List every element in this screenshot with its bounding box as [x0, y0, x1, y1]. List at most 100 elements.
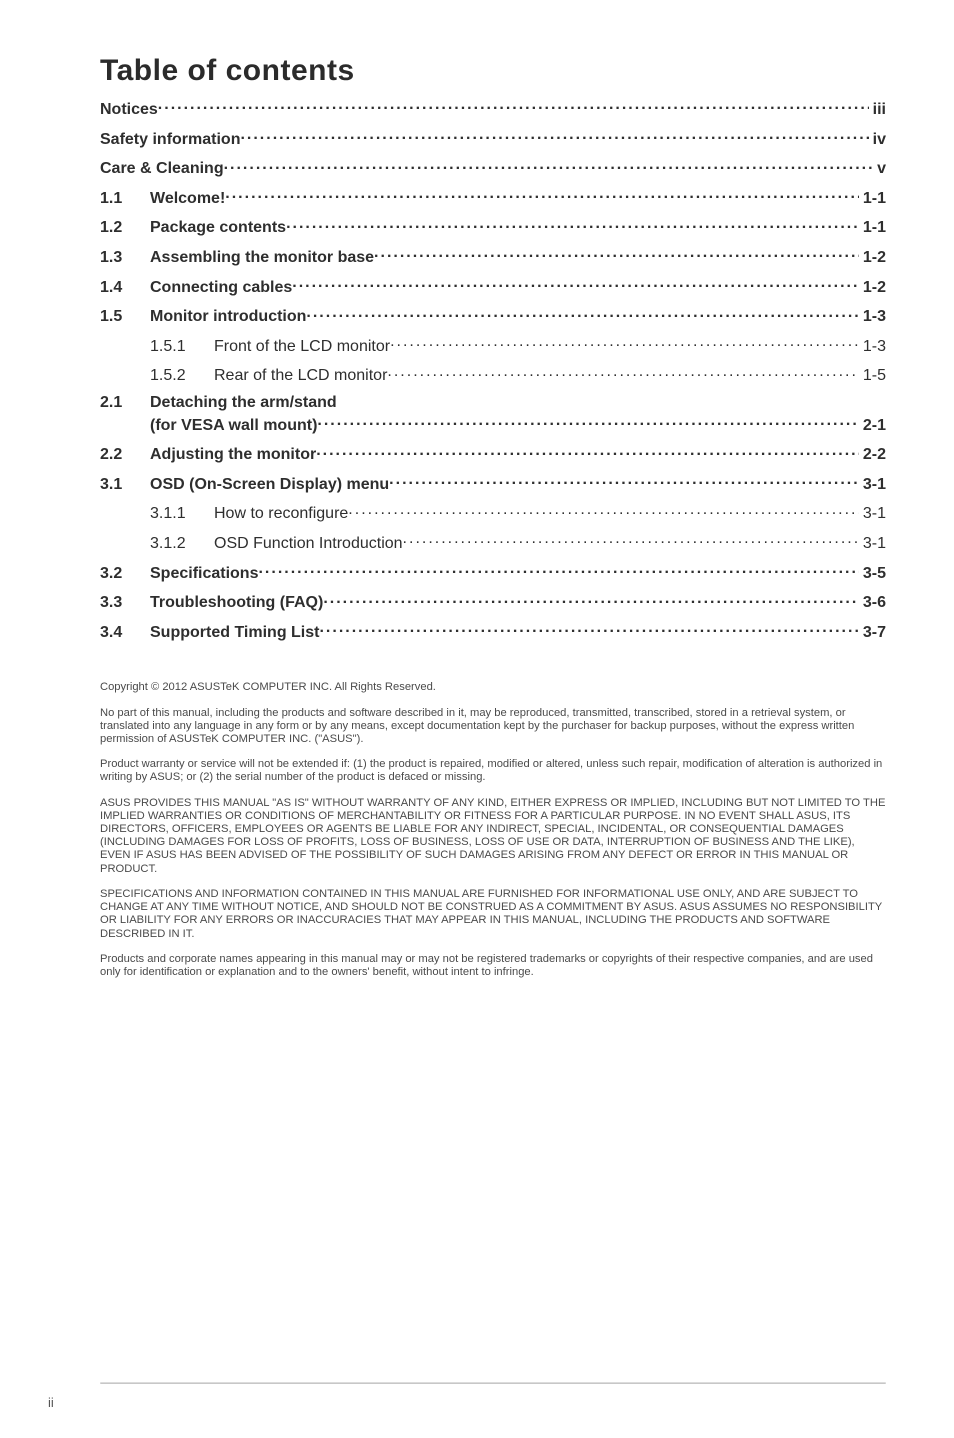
toc-entry: Safety information iv [100, 128, 886, 149]
toc-page: 1-2 [859, 249, 886, 267]
toc-leader [158, 98, 869, 114]
toc-label: How to reconfigure [214, 505, 348, 523]
toc-number: 1.3 [100, 249, 150, 267]
toc-entry: 1.1 Welcome! 1-1 [100, 187, 886, 208]
toc-label: Adjusting the monitor [150, 446, 316, 464]
toc-label: Assembling the monitor base [150, 249, 374, 267]
copyright-line: Copyright © 2012 ASUSTeK COMPUTER INC. A… [100, 681, 886, 694]
toc-subentry: 3.1.1 How to reconfigure 3-1 [100, 502, 886, 523]
toc-leader [286, 216, 859, 232]
toc-number: 3.1.2 [150, 535, 214, 553]
toc-page: 1-1 [859, 219, 886, 237]
toc-subentry: 3.1.2 OSD Function Introduction 3-1 [100, 532, 886, 553]
toc-label: Connecting cables [150, 279, 292, 297]
toc-page: 3-1 [859, 476, 886, 494]
toc-label: Supported Timing List [150, 624, 319, 642]
toc-leader [403, 532, 859, 548]
copyright-paragraph: Products and corporate names appearing i… [100, 953, 886, 979]
toc-number: 3.2 [100, 565, 150, 583]
toc-number: 1.2 [100, 219, 150, 237]
toc-number: 1.5.1 [150, 338, 214, 356]
toc-page: 1-3 [859, 308, 886, 326]
toc-page: 1-3 [859, 338, 886, 356]
copyright-paragraph: Product warranty or service will not be … [100, 758, 886, 784]
toc-leader [316, 443, 859, 459]
toc-number: 3.4 [100, 624, 150, 642]
toc-subentry: 1.5.1 Front of the LCD monitor 1-3 [100, 335, 886, 356]
toc-label: Troubleshooting (FAQ) [150, 594, 323, 612]
toc-entry: 3.1 OSD (On-Screen Display) menu 3-1 [100, 473, 886, 494]
toc-leader [374, 246, 859, 262]
page-title: Table of contents [100, 54, 886, 88]
toc-label: OSD Function Introduction [214, 535, 403, 553]
toc-entry: 1.4 Connecting cables 1-2 [100, 276, 886, 297]
toc-page: 3-7 [859, 624, 886, 642]
toc-entry: 1.2 Package contents 1-1 [100, 216, 886, 237]
toc-leader [306, 305, 858, 321]
toc-page: 3-1 [859, 535, 886, 553]
toc-entry: 3.2 Specifications 3-5 [100, 562, 886, 583]
toc-entry: Care & Cleaning v [100, 157, 886, 178]
toc-label: Welcome! [150, 190, 225, 208]
toc-page: v [873, 160, 886, 178]
toc-entry: 3.3 Troubleshooting (FAQ) 3-6 [100, 591, 886, 612]
toc-page: 1-2 [859, 279, 886, 297]
page-number: ii [48, 1395, 54, 1410]
page-container: Table of contents Notices iii Safety inf… [0, 0, 954, 1438]
toc-number: 1.5 [100, 308, 150, 326]
toc-leader [258, 562, 858, 578]
toc-leader [323, 591, 859, 607]
toc-number: 3.1.1 [150, 505, 214, 523]
toc-label: Care & Cleaning [100, 160, 224, 178]
toc-page: 1-5 [859, 367, 886, 385]
copyright-paragraph: No part of this manual, including the pr… [100, 707, 886, 747]
toc-leader [240, 128, 868, 144]
toc-leader [387, 364, 858, 380]
footer-separator [100, 1382, 886, 1384]
toc-label: Safety information [100, 131, 240, 149]
toc-list: Notices iii Safety information iv Care &… [100, 98, 886, 641]
toc-entry: Notices iii [100, 98, 886, 119]
toc-page: 3-1 [859, 505, 886, 523]
toc-leader [348, 502, 859, 518]
toc-number: 3.1 [100, 476, 150, 494]
toc-page: 3-5 [859, 565, 886, 583]
toc-leader [225, 187, 859, 203]
toc-leader [317, 414, 858, 430]
toc-number: 1.4 [100, 279, 150, 297]
toc-leader [389, 473, 859, 489]
toc-label: Notices [100, 101, 158, 119]
toc-number: 1.5.2 [150, 367, 214, 385]
toc-label: OSD (On-Screen Display) menu [150, 476, 389, 494]
toc-leader [319, 621, 858, 637]
toc-page: iv [869, 131, 886, 149]
toc-subentry: 1.5.2 Rear of the LCD monitor 1-5 [100, 364, 886, 385]
toc-entry: 1.5 Monitor introduction 1-3 [100, 305, 886, 326]
toc-label: Rear of the LCD monitor [214, 367, 387, 385]
toc-label: Specifications [150, 565, 258, 583]
copyright-block: Copyright © 2012 ASUSTeK COMPUTER INC. A… [100, 681, 886, 979]
toc-page: iii [869, 101, 886, 119]
toc-label: Monitor introduction [150, 308, 306, 326]
toc-leader [292, 276, 859, 292]
toc-number: 2.1 [100, 394, 150, 412]
toc-entry: 3.4 Supported Timing List 3-7 [100, 621, 886, 642]
toc-page: 2-1 [859, 417, 886, 435]
toc-number: 2.2 [100, 446, 150, 464]
toc-label: Front of the LCD monitor [214, 338, 390, 356]
copyright-paragraph: SPECIFICATIONS AND INFORMATION CONTAINED… [100, 888, 886, 941]
toc-page: 3-6 [859, 594, 886, 612]
toc-label-cont: (for VESA wall mount) [150, 417, 317, 435]
toc-leader [224, 157, 874, 173]
toc-label: Detaching the arm/stand [150, 394, 337, 412]
toc-entry-wrapped: 2.1 Detaching the arm/stand (for VESA wa… [100, 394, 886, 434]
toc-leader [390, 335, 859, 351]
toc-entry: 1.3 Assembling the monitor base 1-2 [100, 246, 886, 267]
toc-page: 2-2 [859, 446, 886, 464]
toc-number: 3.3 [100, 594, 150, 612]
toc-label: Package contents [150, 219, 286, 237]
toc-page: 1-1 [859, 190, 886, 208]
copyright-paragraph: ASUS PROVIDES THIS MANUAL "AS IS" WITHOU… [100, 797, 886, 876]
toc-number: 1.1 [100, 190, 150, 208]
toc-entry: 2.2 Adjusting the monitor 2-2 [100, 443, 886, 464]
